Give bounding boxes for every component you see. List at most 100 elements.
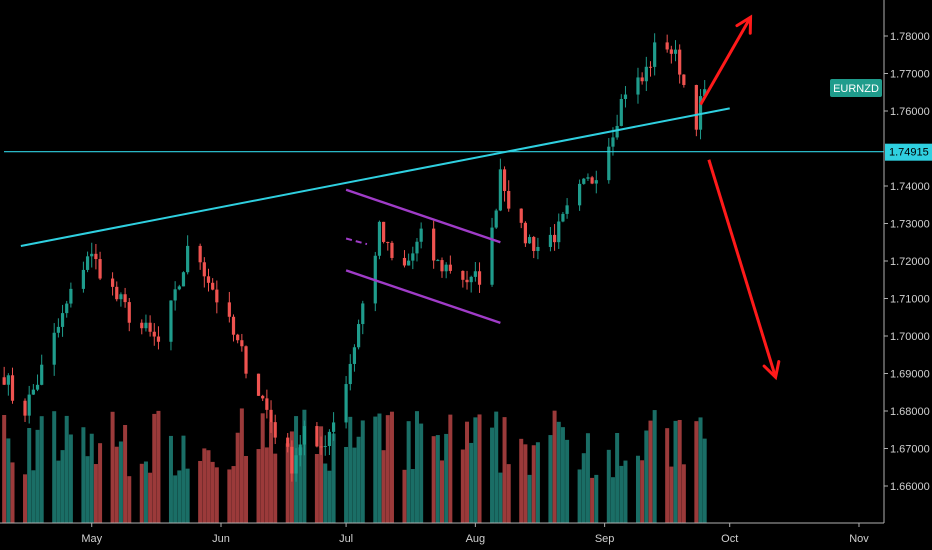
candle-body	[444, 264, 448, 272]
volume-bar	[519, 438, 524, 523]
volume-bar	[402, 469, 407, 523]
volume-bar	[352, 447, 357, 523]
volume-bar	[585, 433, 590, 523]
volume-bar	[477, 414, 482, 523]
drawings	[4, 14, 884, 381]
candle-body	[65, 303, 69, 314]
candle-body	[90, 253, 94, 257]
candle-body	[594, 180, 598, 184]
volume-bar	[344, 446, 349, 523]
arrow-head	[735, 14, 753, 35]
volume-bar	[2, 414, 7, 523]
volume-bar	[694, 421, 699, 523]
y-tick-label: 1.66000	[890, 481, 930, 493]
projection-arrow-down[interactable]	[707, 159, 781, 381]
candle-body	[27, 394, 31, 416]
y-tick-label: 1.68000	[890, 406, 930, 418]
y-tick-label: 1.70000	[890, 331, 930, 343]
y-tick-label: 1.73000	[890, 219, 930, 231]
volume-bar	[552, 410, 557, 523]
candlesticks	[2, 33, 707, 482]
candle-body	[432, 228, 436, 261]
volume-bar	[389, 411, 394, 523]
candle-body	[411, 253, 415, 261]
ascending-trendline[interactable]	[20, 107, 730, 247]
volume-bar	[406, 421, 411, 523]
projection-arrow-up[interactable]	[699, 14, 753, 106]
volume-bar	[85, 456, 90, 523]
candle-body	[352, 347, 357, 364]
candle-body	[611, 137, 615, 147]
volume-bar	[431, 436, 436, 523]
volume-bar	[327, 470, 332, 523]
volume-bar	[615, 433, 620, 523]
candle-body	[31, 389, 35, 395]
volume-bar	[523, 444, 528, 523]
symbol-badge-label: EURNZD	[833, 83, 879, 95]
candle-body	[640, 77, 644, 82]
volume-bar	[256, 449, 261, 523]
channel-mid-dash[interactable]	[345, 237, 368, 246]
candle-body	[673, 49, 678, 54]
candle-body	[23, 400, 27, 416]
channel-lower-line[interactable]	[345, 269, 501, 325]
volume-bar	[239, 408, 244, 523]
volume-bar	[269, 421, 274, 523]
y-tick-label: 1.67000	[890, 444, 930, 456]
volume-bar	[410, 469, 415, 523]
volume-bar	[677, 419, 682, 523]
y-tick-label: 1.76000	[890, 106, 930, 118]
candle-body	[35, 384, 40, 390]
volume-bar	[610, 477, 615, 523]
volume-bar	[348, 416, 353, 523]
candle-body	[244, 346, 248, 374]
volume-bar	[490, 427, 495, 523]
volume-bar	[381, 450, 386, 523]
y-tick-label: 1.77000	[890, 69, 930, 81]
channel-upper-line[interactable]	[345, 188, 501, 244]
x-tick-label: Sep	[595, 533, 615, 545]
candle-body	[148, 322, 152, 332]
candle-body	[348, 363, 352, 385]
candle-body	[6, 375, 10, 385]
volume-bar	[123, 424, 128, 523]
candle-body	[40, 364, 44, 385]
volume-bar	[360, 420, 365, 523]
candle-body	[407, 260, 411, 266]
candle-body	[698, 96, 703, 130]
candle-body	[665, 42, 669, 50]
volume-bar	[89, 433, 94, 523]
candle-body	[144, 322, 148, 329]
x-axis-ticks[interactable]: May Jun Jul Aug Sep Oct Nov	[81, 523, 869, 545]
candle-body	[382, 221, 386, 242]
candle-body	[181, 272, 186, 287]
volume-bar	[331, 433, 336, 523]
candle-body	[215, 289, 219, 303]
candle-body	[615, 125, 619, 138]
candle-body	[56, 326, 60, 333]
candle-body	[390, 242, 394, 258]
candle-body	[177, 286, 181, 290]
candle-body	[669, 49, 673, 54]
volume-bar	[577, 469, 582, 523]
volume-bar	[498, 472, 503, 523]
volume-bar	[644, 430, 649, 523]
symbol-badge: EURNZD	[830, 79, 882, 97]
candle-body	[469, 276, 473, 283]
candle-body	[586, 177, 590, 179]
y-axis-ticks[interactable]: 1.78000 1.77000 1.76000 1.74000 1.73000 1.720…	[884, 31, 930, 493]
volume-bar	[314, 454, 319, 523]
axis-badges: EURNZD 1.74915	[830, 79, 932, 161]
candle-body	[498, 169, 502, 211]
volume-bar	[139, 463, 144, 523]
candle-body	[198, 245, 202, 263]
candle-body	[461, 270, 465, 280]
candle-body	[523, 222, 527, 244]
volume-bar	[444, 433, 449, 523]
volume-bar	[177, 470, 182, 523]
volume-bar	[39, 416, 44, 523]
candle-body	[465, 279, 469, 283]
candle-body	[536, 246, 540, 252]
volume-bar	[302, 409, 307, 523]
